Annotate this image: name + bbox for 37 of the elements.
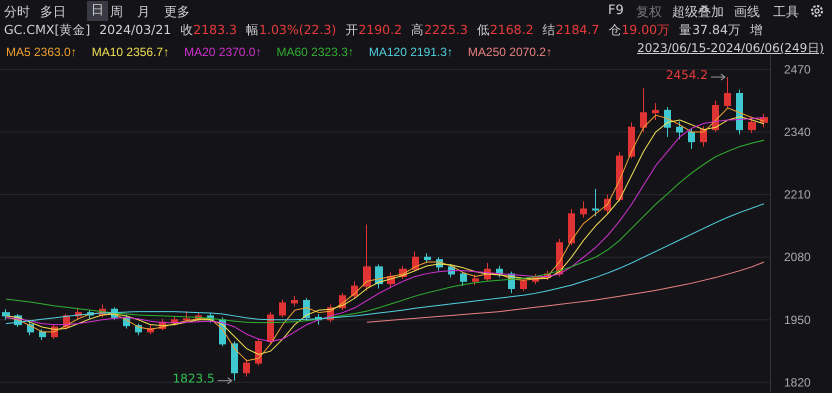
chart-subtitle: 2024/03/21	[99, 22, 172, 37]
y-tick-label: 1820	[784, 375, 812, 390]
text: MA60 2323.3↑	[276, 45, 354, 59]
text: 增	[750, 22, 763, 37]
text: MA250 2070.2↑	[468, 45, 552, 59]
text: 月	[137, 4, 150, 21]
text: 仓19.00万	[608, 22, 670, 37]
text: 2023/06/15-2024/06/06(249日)	[637, 40, 824, 57]
y-tick-label: 2470	[784, 62, 812, 76]
text: MA10 2356.7↑	[92, 45, 170, 59]
text: 更多	[164, 4, 190, 21]
text: 画线	[734, 4, 760, 21]
text: 幅1.03%(22.3)	[246, 22, 336, 37]
text: 复权	[636, 4, 662, 21]
y-tick-label: 1950	[784, 312, 812, 327]
text: 多日	[40, 4, 66, 21]
annotation: 2454.2	[666, 68, 708, 82]
text: 日	[87, 1, 108, 21]
text: F9	[608, 3, 624, 18]
text: 高2225.3	[411, 22, 468, 37]
text: MA120 2191.3↑	[368, 45, 453, 59]
annotation: 1823.5	[172, 372, 215, 386]
text: MA5 2363.0↑	[6, 45, 77, 59]
text: MA20 2370.0↑	[184, 45, 262, 59]
y-tick-label: 2210	[784, 188, 812, 202]
text: 超级叠加	[672, 4, 724, 21]
y-tick-label: 2340	[784, 125, 812, 140]
text: 分时	[4, 4, 30, 21]
chart-title: GC.CMX[黄金]	[4, 22, 90, 37]
text: 收2183.3	[180, 22, 238, 37]
text: 工具	[773, 4, 799, 21]
y-tick-label: 2080	[784, 250, 812, 264]
text: 低2168.2	[476, 22, 534, 37]
text: 结2184.7	[542, 22, 600, 37]
text: 量37.84万	[679, 22, 741, 37]
text: 周	[110, 4, 123, 21]
text: 开2190.2	[345, 22, 402, 37]
